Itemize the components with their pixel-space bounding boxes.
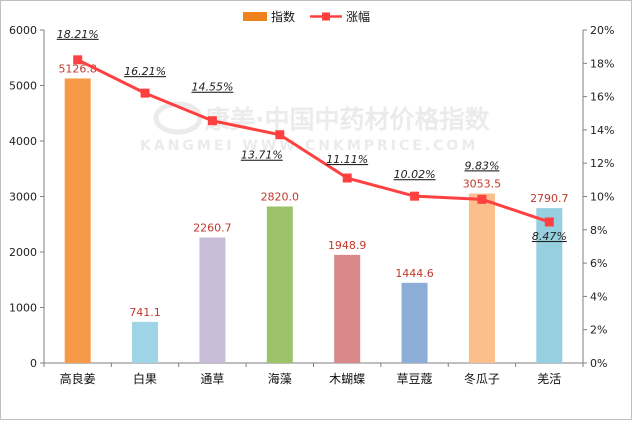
growth-value-label: 13.71% — [241, 149, 283, 162]
bar-value-label: 2260.7 — [193, 222, 232, 235]
y-left-tick-label: 2000 — [9, 246, 37, 259]
x-category-label: 通草 — [200, 372, 224, 386]
y-right-tick-label: 14% — [590, 124, 614, 137]
growth-point-marker — [140, 88, 150, 98]
growth-point-marker — [73, 55, 83, 65]
x-category-label: 冬瓜子 — [464, 371, 500, 386]
growth-value-label: 16.21% — [124, 65, 166, 78]
bar — [266, 206, 293, 363]
legend: 指数 涨幅 — [243, 9, 370, 24]
y-right-tick-label: 0% — [590, 357, 607, 370]
bar — [401, 282, 428, 363]
growth-point-marker — [342, 173, 352, 183]
bars — [64, 78, 563, 364]
growth-value-label: 14.55% — [191, 81, 233, 94]
legend-label-bar: 指数 — [271, 9, 295, 24]
bar — [334, 254, 361, 363]
bar — [132, 321, 159, 363]
growth-line — [73, 55, 554, 227]
y-right-tick-label: 16% — [590, 91, 614, 104]
legend-swatch-bar — [243, 12, 267, 21]
x-category-label: 白果 — [133, 371, 157, 386]
growth-point-marker — [477, 194, 487, 204]
x-category-label: 羌活 — [537, 372, 561, 386]
bar-value-label: 3053.5 — [463, 178, 502, 191]
y-left-tick-label: 4000 — [9, 135, 37, 148]
growth-point-marker — [544, 217, 554, 227]
bar-value-label: 1444.6 — [395, 267, 434, 280]
y-right-tick-label: 8% — [590, 224, 607, 237]
bar-value-label: 2790.7 — [530, 192, 569, 205]
y-left-tick-label: 6000 — [9, 24, 37, 37]
bar-value-labels: 5126.8 741.1 2260.7 2820.0 1948.9 1444.6 3053.… — [58, 62, 568, 318]
growth-value-labels: 18.21% 16.21% 14.55% 13.71% 11.11% 10.02% 9.83… — [57, 28, 567, 243]
legend-label-line: 涨幅 — [346, 9, 370, 24]
growth-value-label: 11.11% — [326, 153, 368, 166]
growth-value-label: 10.02% — [394, 168, 436, 181]
bar — [64, 78, 91, 364]
legend-swatch-marker — [322, 12, 330, 21]
y-right-tick-label: 2% — [590, 324, 607, 337]
growth-value-label: 9.83% — [464, 159, 499, 172]
y-left-tick-label: 5000 — [9, 80, 37, 93]
growth-line-path — [77, 58, 550, 224]
bar — [199, 237, 226, 363]
growth-point-marker — [275, 130, 285, 140]
y-right-tick-label: 4% — [590, 290, 607, 303]
y-right-tick-label: 12% — [590, 157, 614, 170]
y-right-tick-label: 10% — [590, 191, 614, 204]
y-right-tick-label: 20% — [590, 24, 614, 37]
x-category-label: 高良姜 — [60, 371, 96, 386]
watermark-line2: KANGMEI WWW.CNKMPRICE.COM — [140, 138, 478, 154]
y-right-tick-label: 6% — [590, 257, 607, 270]
x-category-label: 木蝴蝶 — [329, 371, 365, 386]
growth-value-label: 18.21% — [57, 28, 99, 41]
x-category-label: 草豆蔻 — [397, 372, 433, 386]
watermark-logo-icon — [153, 101, 203, 135]
bar-value-label: 2820.0 — [261, 190, 300, 203]
bar-value-label: 5126.8 — [58, 62, 97, 75]
y-right-tick-label: 18% — [590, 57, 614, 70]
growth-point-marker — [410, 191, 420, 201]
y-left-tick-label: 3000 — [9, 191, 37, 204]
bar-value-label: 741.1 — [129, 306, 161, 319]
watermark-line1: 康美·中国中药材价格指数 — [205, 105, 490, 134]
x-category-label: 海藻 — [268, 371, 292, 386]
bar-value-label: 1948.9 — [328, 239, 367, 252]
bar — [536, 208, 563, 363]
growth-point-marker — [207, 116, 217, 126]
category-labels: 高良姜 白果 通草 海藻 木蝴蝶 草豆蔻 冬瓜子 羌活 — [60, 371, 562, 386]
y-left-tick-label: 1000 — [9, 302, 37, 315]
bar — [468, 193, 495, 363]
growth-value-label: 8.47% — [532, 230, 567, 243]
y-left-tick-label: 0 — [30, 357, 37, 370]
